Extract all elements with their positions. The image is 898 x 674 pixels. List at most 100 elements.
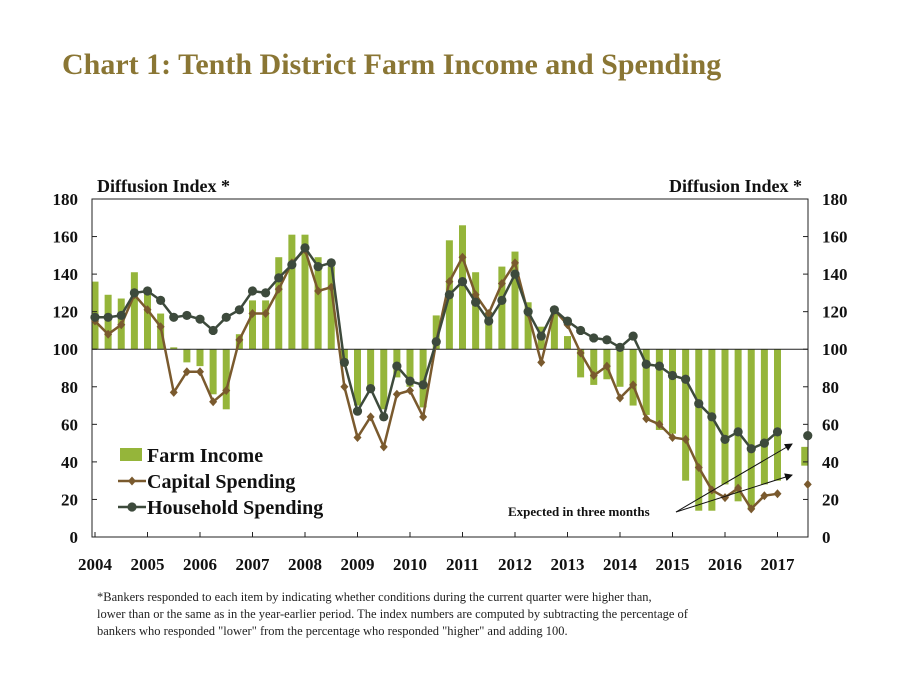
capital-spending-point xyxy=(734,483,743,493)
farm-income-bar xyxy=(669,349,676,434)
y-tick-label-right: 120 xyxy=(822,303,848,322)
footnote-line: bankers who responded "lower" from the p… xyxy=(97,624,568,638)
annotation-arrow xyxy=(675,473,793,513)
capital-spending-point xyxy=(196,367,204,377)
x-tick-label: 2011 xyxy=(446,555,479,574)
x-tick-label: 2004 xyxy=(78,555,113,574)
household-spending-point xyxy=(326,258,336,268)
capital-spending-point xyxy=(235,335,244,345)
capital-spending-point xyxy=(668,432,677,442)
household-spending-point xyxy=(313,262,323,272)
y-tick-label-right: 60 xyxy=(822,415,839,434)
household-spending-point xyxy=(641,359,651,369)
plot-frame xyxy=(91,198,809,538)
household-spending-point xyxy=(103,312,113,322)
footnote-line: lower than or the same as in the year-ea… xyxy=(97,607,688,621)
y-tick-label-right: 0 xyxy=(822,528,831,547)
farm-income-bar xyxy=(104,294,112,350)
household-spending-point xyxy=(628,331,638,341)
farm-income-bar xyxy=(708,349,716,511)
capital-spending-point xyxy=(681,434,690,444)
farm-income-bar xyxy=(354,349,361,406)
y-tick-label-left: 140 xyxy=(53,265,79,284)
household-spending-point xyxy=(471,297,481,307)
household-spending-point xyxy=(129,288,139,298)
farm-income-bar xyxy=(327,266,335,350)
legend-marker-household-spending xyxy=(127,502,137,512)
farm-income-bar xyxy=(314,257,322,350)
y-tick-label-left: 180 xyxy=(53,190,79,209)
household-spending-point xyxy=(694,399,704,409)
capital-spending-point xyxy=(222,386,231,396)
farm-income-bar xyxy=(406,349,414,387)
capital-spending-point xyxy=(458,252,467,262)
farm-income-bar xyxy=(144,291,151,350)
household-spending-point xyxy=(589,333,599,343)
household-spending-point xyxy=(366,384,376,394)
household-spending-point xyxy=(247,286,258,296)
household-spending-point xyxy=(497,295,507,305)
capital-spending-point xyxy=(366,412,375,422)
axes: 0 0 20 20 40 40 60 60 80 80 100 100 120 120 140 140 160 1… xyxy=(53,176,848,574)
farm-income-bar xyxy=(498,266,506,350)
household-spending-point xyxy=(208,325,218,336)
x-tick-label: 2009 xyxy=(341,555,375,574)
annotation: Expected in three months xyxy=(508,443,793,519)
household-spending-point xyxy=(274,273,284,283)
farm-income-bar xyxy=(380,349,388,410)
x-tick-label: 2010 xyxy=(393,555,427,574)
capital-spending-point xyxy=(602,361,611,371)
capital-spending-expected-point xyxy=(803,479,812,489)
household-spending-point xyxy=(444,290,454,300)
capital-spending-point xyxy=(379,442,388,452)
legend: Farm Income Capital Spending Household Spe… xyxy=(118,445,323,519)
capital-spending-point xyxy=(537,357,546,367)
footnote-line: *Bankers responded to each item by indic… xyxy=(97,590,652,604)
y-tick-label-right: 80 xyxy=(822,378,839,397)
household-spending-point xyxy=(156,295,166,305)
x-tick-label: 2016 xyxy=(708,555,742,574)
legend-label: Farm Income xyxy=(147,445,263,467)
capital-spending-point xyxy=(261,309,270,319)
farm-income-bar xyxy=(760,349,768,485)
farm-income-bar xyxy=(419,349,427,408)
y-tick-label-right: 140 xyxy=(822,265,848,284)
y-tick-label-left: 160 xyxy=(53,228,79,247)
y-tick-label-left: 100 xyxy=(53,340,79,359)
household-spending-point xyxy=(654,361,664,371)
y-tick-label-right: 20 xyxy=(822,490,839,509)
household-spending-point xyxy=(523,307,533,317)
household-spending-point xyxy=(405,376,415,386)
capital-spending-point xyxy=(694,463,703,473)
household-spending-point xyxy=(667,370,678,381)
capital-spending-point xyxy=(314,286,323,296)
farm-income-bar xyxy=(734,349,742,502)
farm-income-bar xyxy=(262,300,270,350)
capital-spending-point xyxy=(497,279,506,288)
capital-spending-point xyxy=(117,320,126,330)
farm-income-bar xyxy=(682,349,690,481)
x-tick-label: 2012 xyxy=(498,555,532,574)
capital-spending-point xyxy=(353,432,362,442)
farm-income-bar xyxy=(196,349,204,367)
x-tick-label: 2006 xyxy=(183,555,217,574)
household-spending-point xyxy=(562,316,573,326)
farm-income-bar xyxy=(577,349,585,378)
capital-spending-point xyxy=(104,329,113,339)
farm-income-bar xyxy=(655,349,663,430)
farm-income-bar xyxy=(629,349,637,406)
household-spending-point xyxy=(602,335,612,345)
capital-spending-point xyxy=(655,419,664,429)
x-tick-label: 2007 xyxy=(236,555,271,574)
capital-spending-point xyxy=(511,258,519,268)
farm-income-bar xyxy=(590,349,598,385)
household-spending-point xyxy=(484,316,494,326)
farm-income-bar xyxy=(747,349,755,509)
y-tick-label-left: 0 xyxy=(70,528,79,547)
footnote: *Bankers responded to each item by indic… xyxy=(97,589,817,640)
spending-lines xyxy=(90,243,813,514)
capital-spending-point xyxy=(589,371,598,381)
y-axis-title-left: Diffusion Index * xyxy=(97,176,230,196)
household-spending-point xyxy=(536,331,546,341)
